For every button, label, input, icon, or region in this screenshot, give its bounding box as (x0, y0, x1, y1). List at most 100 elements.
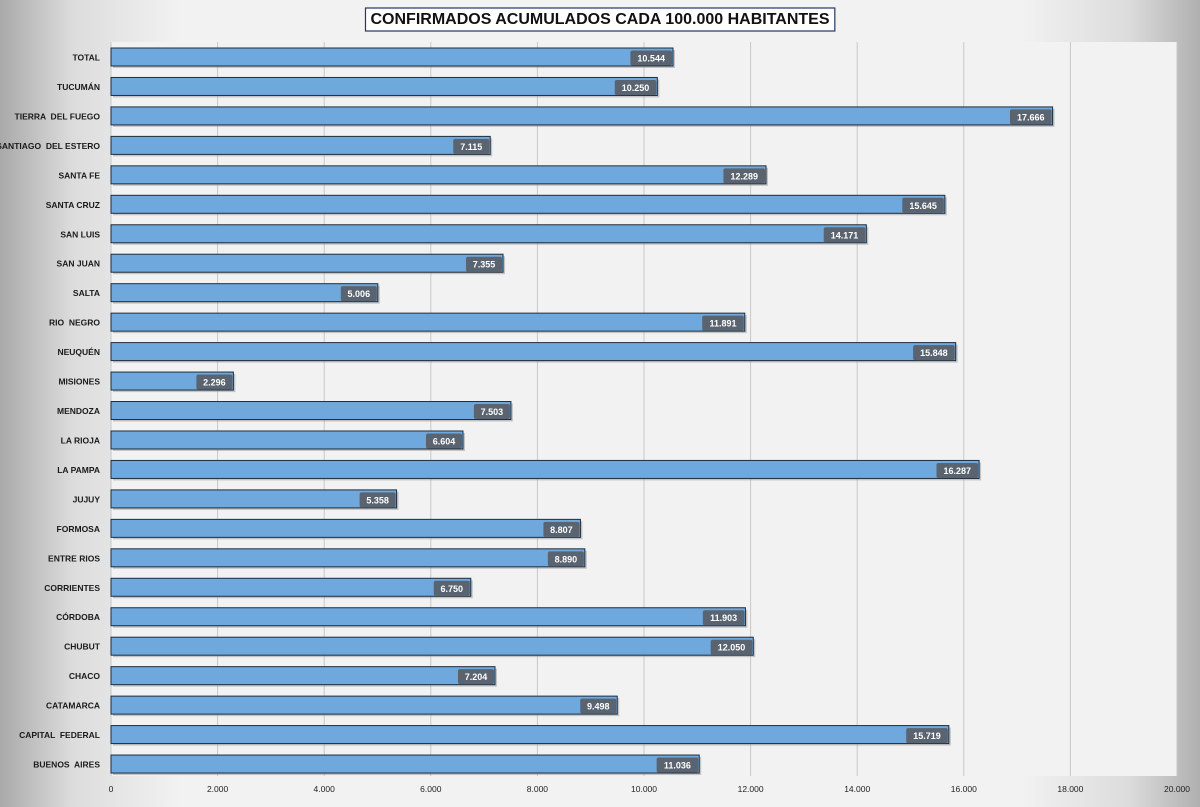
x-tick-label: 6.000 (420, 784, 442, 794)
bar (110, 224, 867, 244)
bar (110, 194, 946, 214)
category-label: FORMOSA (57, 524, 100, 534)
x-tick-label: 2.000 (207, 784, 229, 794)
data-label-box (543, 521, 580, 537)
data-label-box (457, 669, 494, 685)
x-tick-labels: 0 2.000 4.000 6.000 8.000 10.000 12.000 14.000 1… (109, 784, 1191, 794)
data-label-box (196, 374, 233, 390)
x-tick-label: 12.000 (738, 784, 764, 794)
x-tick-label: 8.000 (527, 784, 549, 794)
bar (110, 489, 398, 509)
bar (110, 725, 950, 745)
category-label: JUJUY (73, 494, 101, 504)
bar (110, 342, 957, 362)
category-label: CHACO (69, 671, 101, 681)
data-label: 8.890 (555, 554, 578, 564)
category-label: TOTAL (72, 53, 100, 63)
data-label: 11.036 (664, 761, 691, 771)
x-tick-label: 4.000 (314, 784, 336, 794)
data-label: 12.050 (718, 643, 746, 653)
data-label-box (473, 404, 510, 420)
data-label: 7.204 (465, 672, 488, 682)
data-label-box (453, 138, 490, 154)
x-tick-label: 16.000 (951, 784, 977, 794)
category-label: SALTA (73, 288, 100, 298)
category-label: TUCUMÁN (57, 82, 100, 92)
category-label: SAN LUIS (60, 229, 100, 239)
bar (110, 548, 586, 568)
bar (110, 283, 379, 303)
data-label-box (702, 315, 744, 331)
category-label: SANTA FE (58, 170, 100, 180)
data-label-box (656, 757, 699, 773)
category-label: NEUQUÉN (57, 347, 100, 357)
category-label: TIERRA DEL FUEGO (15, 111, 101, 121)
x-tick-label: 20.000 (1164, 784, 1190, 794)
data-label: 7.503 (481, 407, 504, 417)
x-tick-label: 18.000 (1057, 784, 1083, 794)
data-label: 15.645 (909, 201, 937, 211)
data-label-box (359, 492, 396, 508)
data-label-box (547, 551, 584, 567)
data-label-box (580, 698, 617, 714)
category-label: CORRIENTES (44, 583, 100, 593)
bar (110, 312, 746, 332)
data-label-box (614, 79, 657, 95)
chart-title-box (364, 7, 836, 32)
category-label: MISIONES (58, 377, 100, 387)
bar (110, 165, 767, 185)
data-label: 16.287 (944, 466, 972, 476)
category-label: MENDOZA (57, 406, 100, 416)
data-label: 5.006 (348, 289, 371, 299)
category-label: RIO NEGRO (49, 318, 100, 328)
category-label: CÓRDOBA (56, 611, 100, 622)
category-label: SANTIAGO DEL ESTERO (0, 141, 100, 151)
data-label-box (702, 610, 745, 626)
data-label-box (936, 462, 979, 478)
data-label-box (340, 286, 377, 302)
bar (110, 135, 491, 155)
category-labels: TOTAL TUCUMÁN TIERRA DEL FUEGO SANTIAGO DEL… (0, 53, 101, 770)
category-label: CATAMARCA (46, 701, 100, 711)
data-label-box (710, 639, 753, 655)
bar (110, 518, 581, 538)
bar (110, 253, 504, 273)
category-label: SAN JUAN (57, 259, 100, 269)
data-label-box (466, 256, 503, 272)
bars: 10.544 10.250 17.666 7.115 12.289 15.645 14.17… (110, 47, 1055, 776)
chart-title-group: CONFIRMADOS ACUMULADOS CADA 100.000 HABI… (364, 7, 836, 32)
bar (110, 106, 1054, 126)
data-label: 6.750 (441, 584, 464, 594)
category-label: BUENOS AIRES (33, 760, 100, 770)
bar (110, 695, 618, 715)
data-label: 2.296 (203, 378, 226, 388)
data-label-box (425, 433, 462, 449)
data-label: 6.604 (433, 436, 456, 446)
bar (110, 76, 658, 96)
data-label-box (630, 50, 672, 66)
category-label: CAPITAL FEDERAL (19, 730, 100, 740)
data-label: 9.498 (587, 702, 610, 712)
data-label-box (913, 345, 955, 361)
x-tick-label: 14.000 (844, 784, 870, 794)
data-label: 12.289 (730, 171, 758, 181)
data-label: 7.115 (460, 142, 482, 152)
data-label: 5.358 (366, 495, 389, 505)
data-label-box (1009, 109, 1052, 125)
data-label: 10.544 (637, 54, 665, 64)
bar (110, 607, 746, 627)
data-label-box (723, 168, 766, 184)
data-label: 15.719 (913, 731, 941, 741)
bar (110, 47, 674, 67)
data-label: 11.891 (709, 319, 736, 329)
bar (110, 430, 464, 450)
category-label: LA RIOJA (61, 435, 100, 445)
data-label: 8.807 (550, 525, 573, 535)
bar (110, 754, 700, 774)
data-label: 14.171 (831, 230, 859, 240)
data-label: 11.903 (710, 613, 737, 623)
data-label-box (906, 728, 948, 744)
data-label: 17.666 (1017, 112, 1045, 122)
